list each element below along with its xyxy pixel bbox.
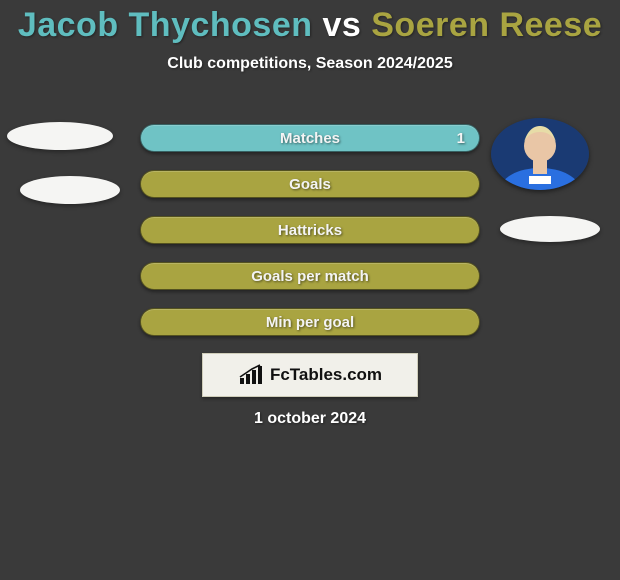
- source-logo-text: FcTables.com: [270, 365, 382, 385]
- player-left-placeholder-1: [7, 122, 113, 150]
- stat-label: Matches: [280, 130, 340, 147]
- chart-icon: [238, 364, 264, 386]
- stat-bar-hattricks: Hattricks: [140, 216, 480, 244]
- stat-bar-goals: Goals: [140, 170, 480, 198]
- title-player-left: Jacob Thychosen: [18, 6, 313, 44]
- stat-label: Goals: [289, 176, 331, 193]
- player-left-placeholder-2: [20, 176, 120, 204]
- player-right-avatar: [491, 118, 589, 190]
- stat-label: Min per goal: [266, 314, 354, 331]
- avatar-icon: [491, 118, 589, 190]
- stat-bar-matches: Matches 1: [140, 124, 480, 152]
- title-vs: vs: [313, 6, 372, 44]
- title-player-right: Soeren Reese: [371, 6, 602, 44]
- stat-label: Goals per match: [251, 268, 369, 285]
- stat-value-right: 1: [457, 130, 465, 147]
- stat-bar-min-per-goal: Min per goal: [140, 308, 480, 336]
- infographic-canvas: Jacob Thychosen vs Soeren Reese Club com…: [0, 0, 620, 580]
- player-right-placeholder: [500, 216, 600, 242]
- stat-label: Hattricks: [278, 222, 342, 239]
- stat-bar-goals-per-match: Goals per match: [140, 262, 480, 290]
- page-title: Jacob Thychosen vs Soeren Reese: [0, 0, 620, 45]
- subtitle: Club competitions, Season 2024/2025: [0, 55, 620, 73]
- date-text: 1 october 2024: [0, 410, 620, 428]
- source-logo: FcTables.com: [202, 353, 418, 397]
